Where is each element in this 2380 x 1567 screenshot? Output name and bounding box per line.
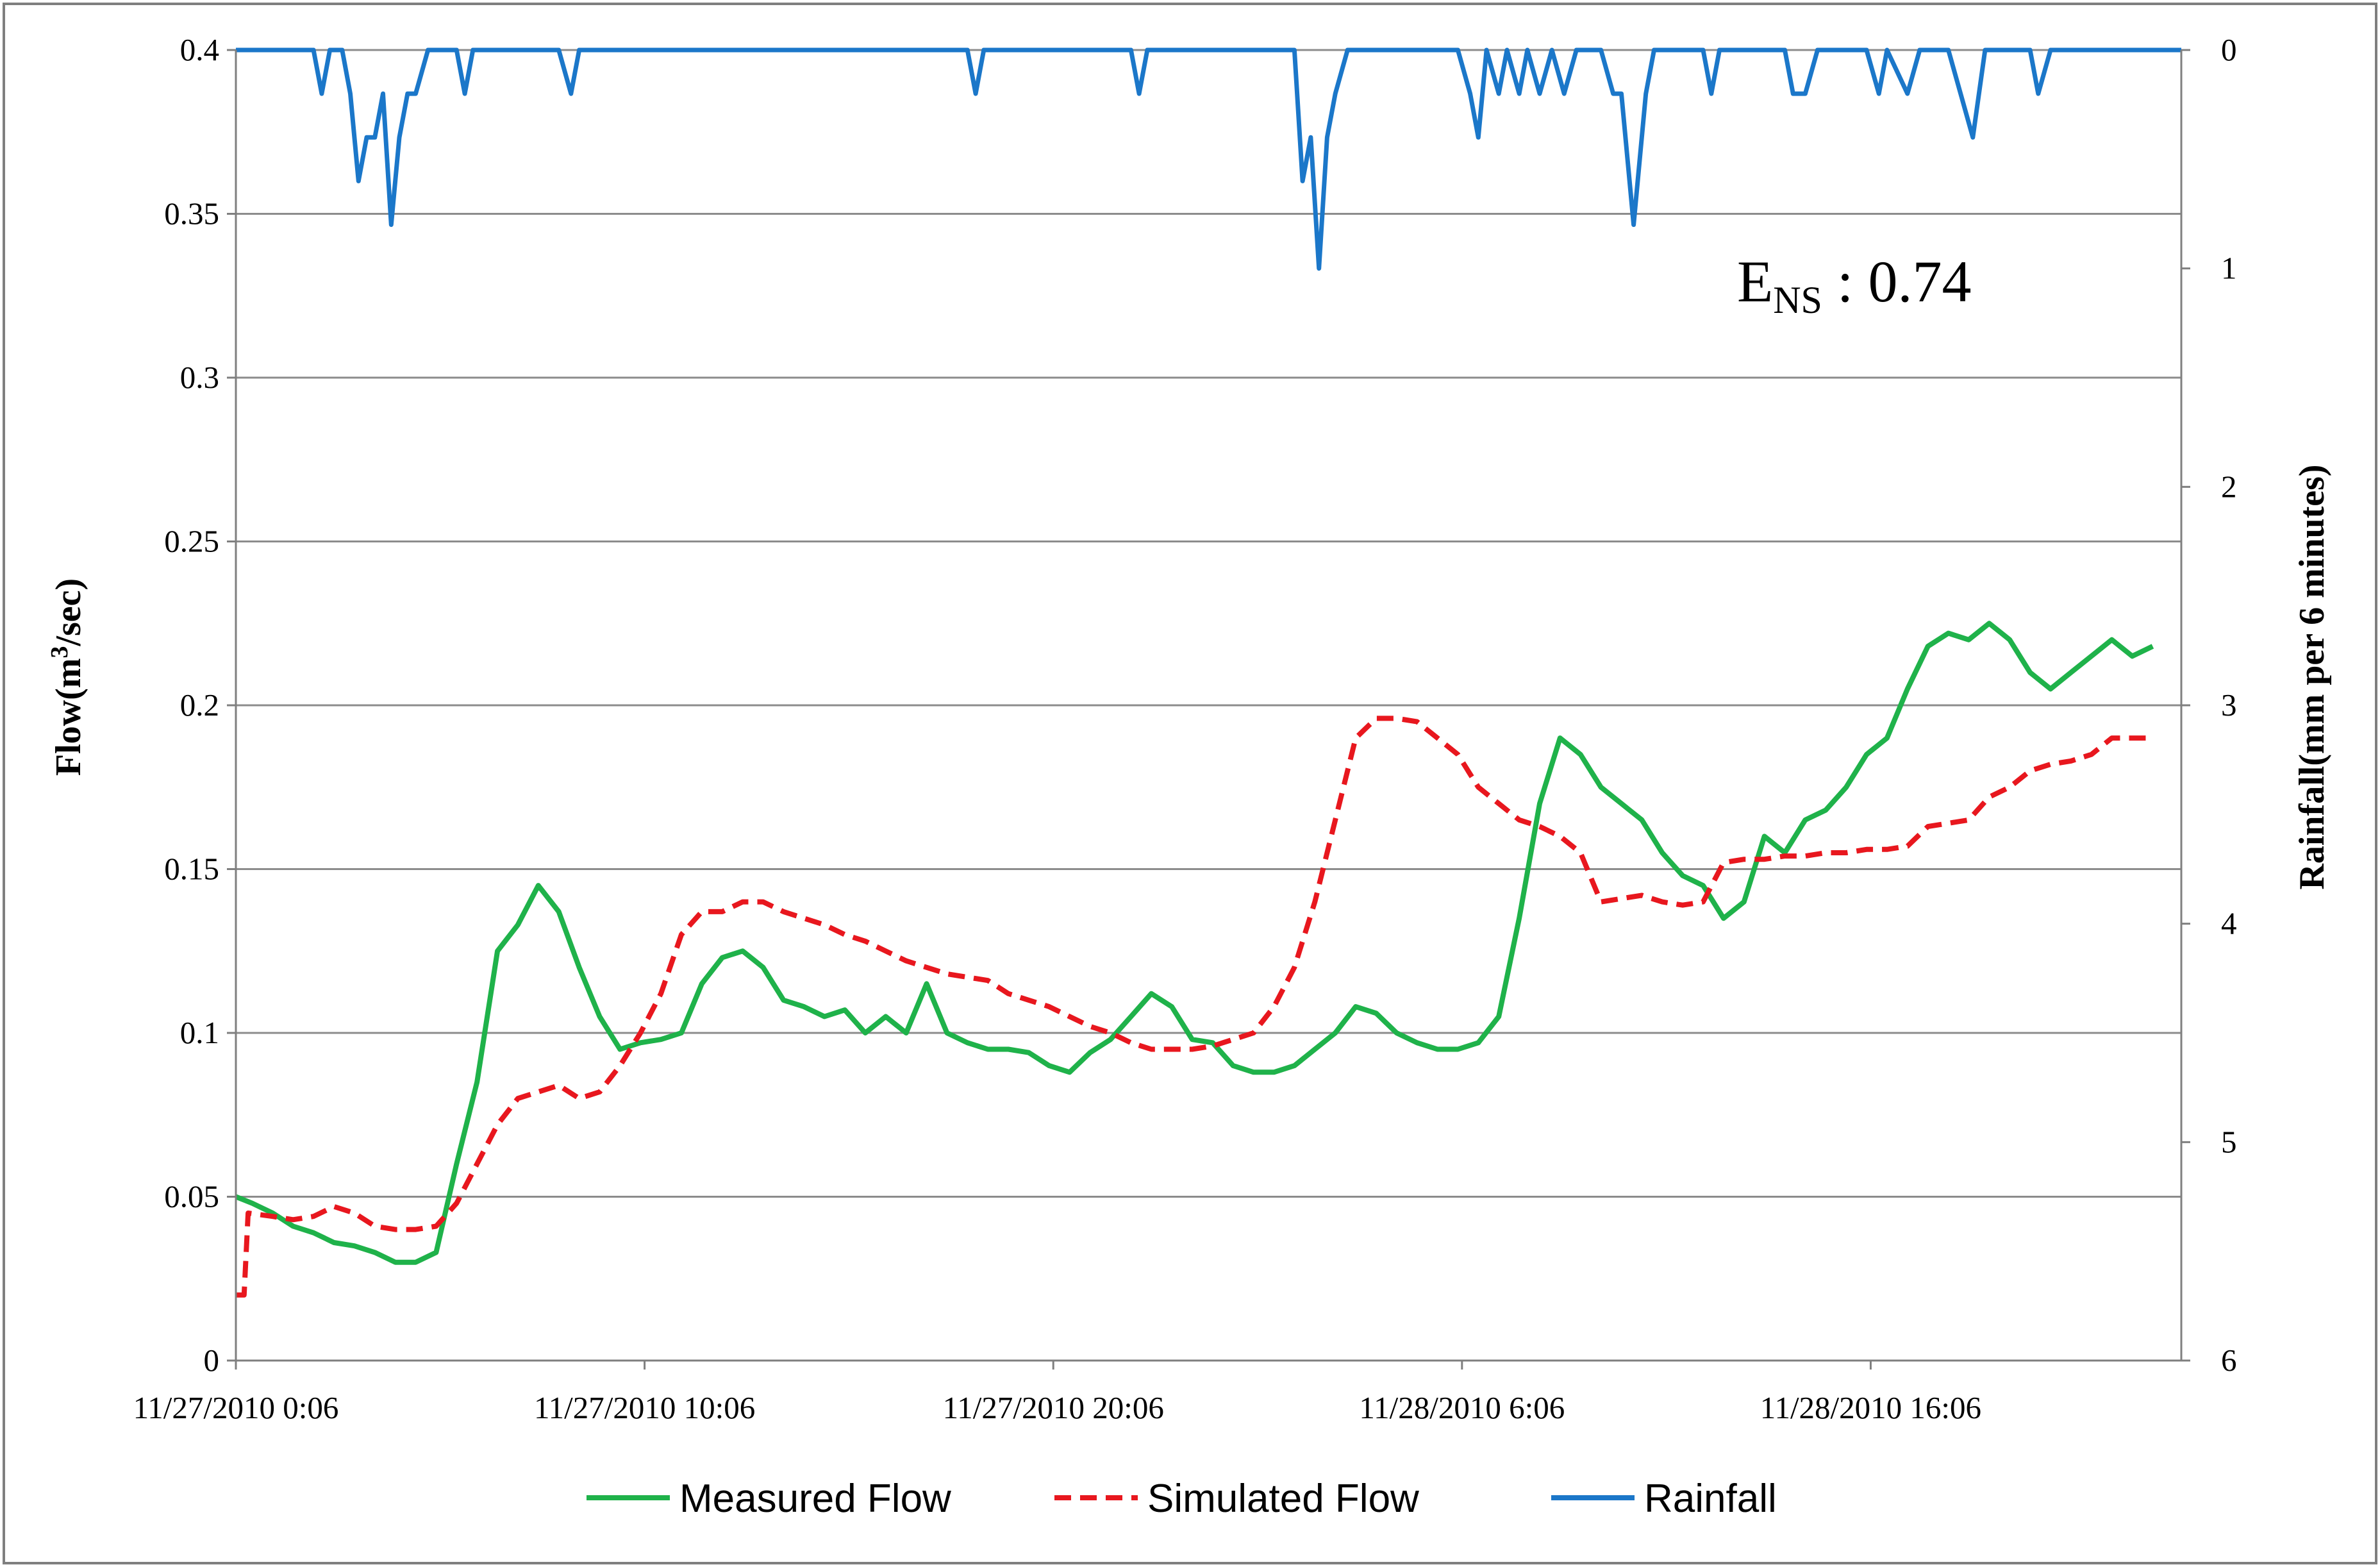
x-tick-label: 11/27/2010 20:06 [943, 1390, 1164, 1425]
left-tick-label: 0.4 [180, 32, 219, 67]
left-axis-title: Flow(m3/sec) [46, 578, 88, 776]
right-tick-label: 0 [2221, 32, 2237, 67]
legend-label-simulated-flow: Simulated Flow [1147, 1477, 1419, 1521]
legend-label-rainfall: Rainfall [1644, 1477, 1777, 1521]
left-axis-title-superscript: 3 [46, 646, 73, 658]
gridlines [236, 49, 2181, 1198]
left-tick-label: 0.2 [180, 687, 219, 723]
right-axis-ticks: 0 1 2 3 4 5 6 [2181, 32, 2237, 1378]
x-axis-ticks: 11/27/2010 0:06 11/27/2010 10:06 11/27/201… [133, 1361, 1981, 1425]
left-tick-label: 0 [204, 1343, 220, 1378]
legend: Measured Flow Simulated Flow Rainfall [587, 1477, 1777, 1521]
left-axis-ticks: 0 0.05 0.1 0.15 0.2 0.25 0.3 0.35 0.4 [164, 32, 236, 1378]
chart-frame [3, 3, 2377, 1564]
ens-annotation: ENS : 0.74 [1737, 249, 1971, 321]
right-tick-label: 5 [2221, 1124, 2237, 1159]
left-tick-label: 0.25 [164, 524, 219, 559]
right-tick-label: 1 [2221, 251, 2237, 286]
axes [235, 50, 2183, 1362]
legend-label-measured-flow: Measured Flow [679, 1477, 951, 1521]
series-line-measured-flow [235, 621, 2154, 1265]
right-tick-label: 4 [2221, 906, 2237, 941]
series-line-rainfall [236, 47, 2181, 271]
left-tick-label: 0.35 [164, 196, 219, 231]
right-tick-label: 3 [2221, 687, 2237, 723]
ens-annotation-subscript: NS [1773, 279, 1822, 321]
left-tick-label: 0.15 [164, 851, 219, 887]
x-tick-label: 11/27/2010 10:06 [534, 1390, 755, 1425]
left-tick-label: 0.3 [180, 360, 219, 395]
left-tick-label: 0.05 [164, 1179, 219, 1214]
x-tick-label: 11/28/2010 6:06 [1359, 1390, 1565, 1425]
x-tick-label: 11/28/2010 16:06 [1760, 1390, 1981, 1425]
right-axis-title: Rainfall(mm per 6 minutes) [2292, 464, 2332, 889]
series-lines [235, 47, 2181, 1298]
x-tick-label: 11/27/2010 0:06 [133, 1390, 339, 1425]
left-tick-label: 0.1 [180, 1015, 219, 1050]
right-tick-label: 2 [2221, 469, 2237, 504]
right-tick-label: 6 [2221, 1343, 2237, 1378]
